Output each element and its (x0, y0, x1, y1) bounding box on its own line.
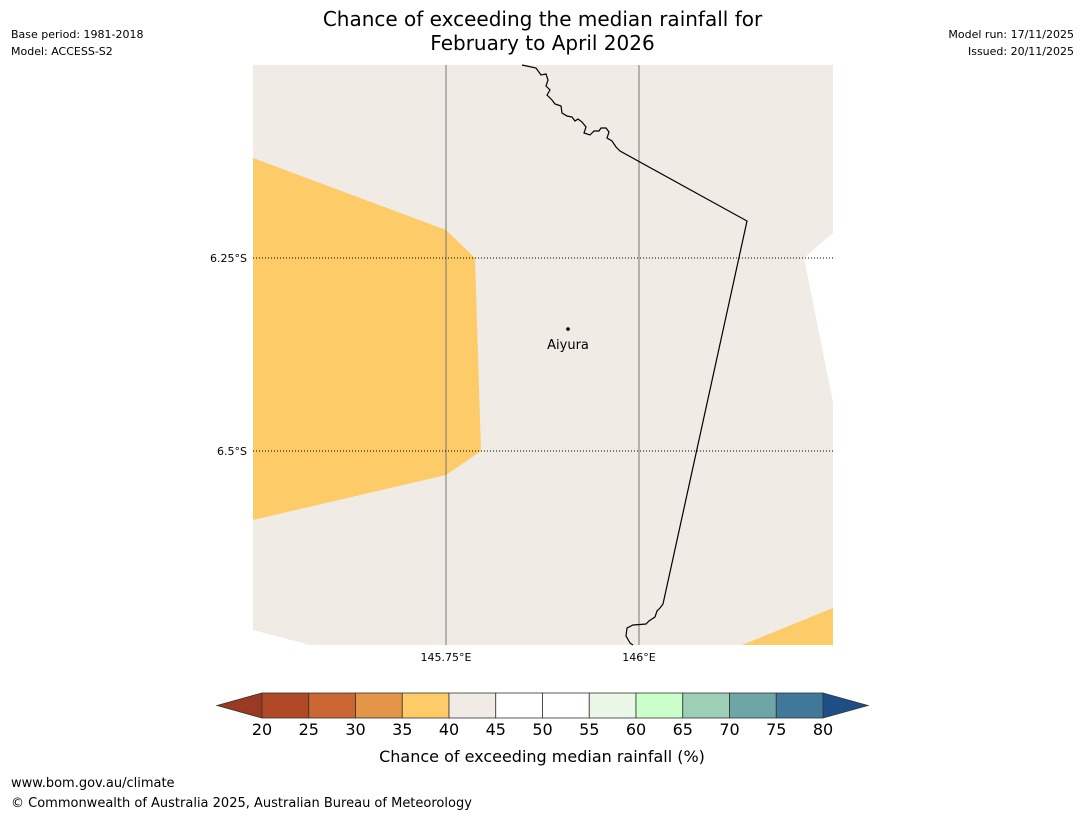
colorbar-tick-label: 20 (252, 720, 272, 739)
colorbar-extend-under (215, 692, 263, 719)
region-45-50-east (804, 233, 833, 402)
colorbar-bin (495, 692, 543, 719)
colorbar-bin (775, 692, 824, 719)
colorbar-tick-label: 30 (345, 720, 365, 739)
colorbar-bin (542, 692, 590, 719)
footer: www.bom.gov.au/climate © Commonwealth of… (11, 774, 472, 814)
colorbar-bin (308, 692, 356, 719)
colorbar-title: Chance of exceeding median rainfall (%) (379, 747, 705, 766)
aiyura-label: Aiyura (547, 338, 589, 353)
lon-label-146: 146°E (622, 651, 655, 664)
colorbar-tick-label: 45 (486, 720, 506, 739)
chart-title: Chance of exceeding the median rainfall … (0, 7, 1085, 55)
lat-label-6-5: 6.5°S (217, 445, 247, 458)
colorbar-tick-label: 75 (766, 720, 786, 739)
colorbar-bin (682, 692, 730, 719)
model-name: Model: ACCESS-S2 (11, 45, 113, 58)
colorbar-tick-label: 40 (439, 720, 459, 739)
lat-label-6-25: 6.25°S (210, 252, 247, 265)
lon-label-145-75: 145.75°E (421, 651, 472, 664)
colorbar-tick-label: 60 (626, 720, 646, 739)
colorbar-bin (588, 692, 637, 719)
meta-left: Base period: 1981-2018 Model: ACCESS-S2 (11, 26, 143, 60)
colorbar-bin (401, 692, 450, 719)
title-line-2: February to April 2026 (430, 31, 655, 55)
website-text: www.bom.gov.au/climate (11, 776, 175, 791)
title-line-1: Chance of exceeding the median rainfall … (322, 7, 763, 31)
colorbar-extend-over (822, 692, 870, 719)
meta-right: Model run: 17/11/2025 Issued: 20/11/2025 (948, 26, 1074, 60)
colorbar-bin (635, 692, 684, 719)
colorbar-tick-label: 35 (392, 720, 412, 739)
colorbar-tick-label: 80 (813, 720, 833, 739)
model-run: Model run: 17/11/2025 (948, 28, 1074, 41)
colorbar-tick-label: 55 (579, 720, 599, 739)
aiyura-marker (566, 327, 570, 331)
colorbar-bin (261, 692, 310, 719)
colorbar: 20 25 30 35 40 45 50 55 60 65 70 75 80 (215, 692, 870, 739)
issued-date: Issued: 20/11/2025 (967, 45, 1074, 58)
region-35-40-southeast (742, 608, 833, 645)
colorbar-bin (729, 692, 777, 719)
colorbar-tick-label: 50 (532, 720, 552, 739)
colorbar-bin (448, 692, 497, 719)
colorbar-bin (355, 692, 403, 719)
copyright-text: © Commonwealth of Australia 2025, Austra… (11, 796, 472, 811)
base-period: Base period: 1981-2018 (11, 28, 144, 41)
region-35-40-west (253, 158, 481, 520)
region-blank-sw (253, 630, 310, 645)
colorbar-tick-label: 25 (299, 720, 319, 739)
colorbar-tick-label: 65 (673, 720, 693, 739)
colorbar-tick-label: 70 (719, 720, 739, 739)
province-boundary (521, 64, 748, 646)
